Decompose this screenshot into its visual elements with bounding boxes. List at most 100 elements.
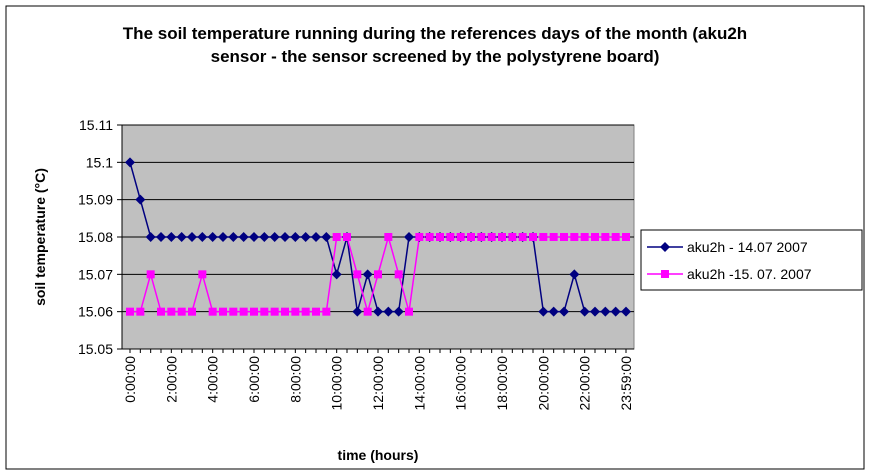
data-point xyxy=(580,233,589,241)
data-point xyxy=(301,307,310,316)
x-axis-title: time (hours) xyxy=(338,447,419,463)
data-point xyxy=(188,307,196,316)
data-point xyxy=(156,232,166,242)
data-point xyxy=(487,233,496,241)
legend-marker xyxy=(661,270,669,278)
data-point xyxy=(353,270,362,279)
data-point xyxy=(362,269,373,280)
x-tick-label: 6:00:00 xyxy=(246,356,262,403)
data-point xyxy=(312,307,320,316)
data-point xyxy=(300,232,311,242)
data-point xyxy=(590,306,600,317)
x-tick-label: 2:00:00 xyxy=(163,356,179,403)
data-point xyxy=(601,233,610,241)
data-point xyxy=(229,307,238,316)
y-tick-label: 15.08 xyxy=(78,229,113,245)
data-point xyxy=(425,233,434,241)
data-point xyxy=(260,307,269,316)
data-point xyxy=(125,157,135,168)
x-tick-label: 14:00:00 xyxy=(411,356,427,411)
data-point xyxy=(579,306,590,317)
x-tick-label: 4:00:00 xyxy=(205,356,221,403)
data-point xyxy=(218,232,228,242)
data-point xyxy=(600,306,611,317)
data-point xyxy=(207,232,218,242)
data-point xyxy=(363,307,372,316)
data-point xyxy=(394,270,403,279)
data-point xyxy=(529,233,537,241)
y-axis-title: soil temperature (°C) xyxy=(32,168,48,306)
data-point xyxy=(145,232,156,242)
data-point xyxy=(498,233,506,241)
x-tick-label: 23:59:00 xyxy=(618,356,634,411)
y-tick-label: 15.1 xyxy=(86,154,113,170)
data-point xyxy=(157,307,165,316)
data-point xyxy=(228,232,239,242)
legend-marker xyxy=(660,242,670,252)
data-point xyxy=(518,233,527,241)
data-point xyxy=(322,307,331,316)
chart-title: The soil temperature running during the … xyxy=(122,24,748,66)
y-tick-label: 15.09 xyxy=(78,192,113,208)
data-point xyxy=(280,232,290,242)
data-point xyxy=(177,307,186,316)
data-point xyxy=(352,306,363,317)
data-point xyxy=(166,232,177,242)
data-point xyxy=(383,306,394,317)
data-point xyxy=(270,307,279,316)
data-point xyxy=(548,306,559,317)
y-tick-label: 15.11 xyxy=(79,117,113,133)
data-point xyxy=(477,233,486,241)
data-point xyxy=(446,233,455,241)
data-point xyxy=(208,307,217,316)
x-tick-label: 12:00:00 xyxy=(370,356,386,411)
data-point xyxy=(135,194,146,205)
data-point xyxy=(374,270,382,279)
x-tick-label: 18:00:00 xyxy=(494,356,510,411)
data-point xyxy=(549,233,558,241)
x-tick-label: 20:00:00 xyxy=(535,356,551,411)
data-point xyxy=(610,306,621,317)
data-point xyxy=(176,232,187,242)
data-point xyxy=(622,233,630,241)
data-point xyxy=(591,233,599,241)
y-tick-label: 15.06 xyxy=(78,304,113,320)
data-point xyxy=(126,307,134,316)
data-point xyxy=(404,232,414,242)
y-tick-label: 15.05 xyxy=(78,341,113,357)
data-point xyxy=(611,233,620,241)
data-point xyxy=(197,232,208,242)
data-point xyxy=(259,232,270,242)
data-point xyxy=(436,233,444,241)
x-tick-label: 0:00:00 xyxy=(122,356,138,403)
x-tick-label: 22:00:00 xyxy=(577,356,593,411)
data-point xyxy=(239,307,248,316)
x-tick-label: 16:00:00 xyxy=(453,356,469,411)
data-point xyxy=(238,232,249,242)
data-point xyxy=(467,233,475,241)
x-tick-label: 10:00:00 xyxy=(329,356,345,411)
data-point xyxy=(136,307,145,316)
data-point xyxy=(321,232,332,242)
data-point xyxy=(384,233,393,241)
data-point xyxy=(250,307,258,316)
legend-label: aku2h -15. 07. 2007 xyxy=(687,266,812,282)
data-point xyxy=(405,307,413,316)
data-point xyxy=(570,233,579,241)
data-point xyxy=(290,232,301,242)
legend-box xyxy=(640,229,863,291)
data-point xyxy=(560,233,568,241)
data-point xyxy=(219,307,227,316)
data-point xyxy=(538,306,549,317)
data-point xyxy=(198,270,207,279)
data-point xyxy=(311,232,321,242)
y-tick-label: 15.07 xyxy=(78,266,113,282)
data-point xyxy=(415,233,424,241)
data-point xyxy=(249,232,259,242)
legend-label: aku2h - 14.07 2007 xyxy=(687,239,808,255)
data-point xyxy=(291,307,300,316)
data-point xyxy=(331,269,342,280)
data-point xyxy=(539,233,548,241)
